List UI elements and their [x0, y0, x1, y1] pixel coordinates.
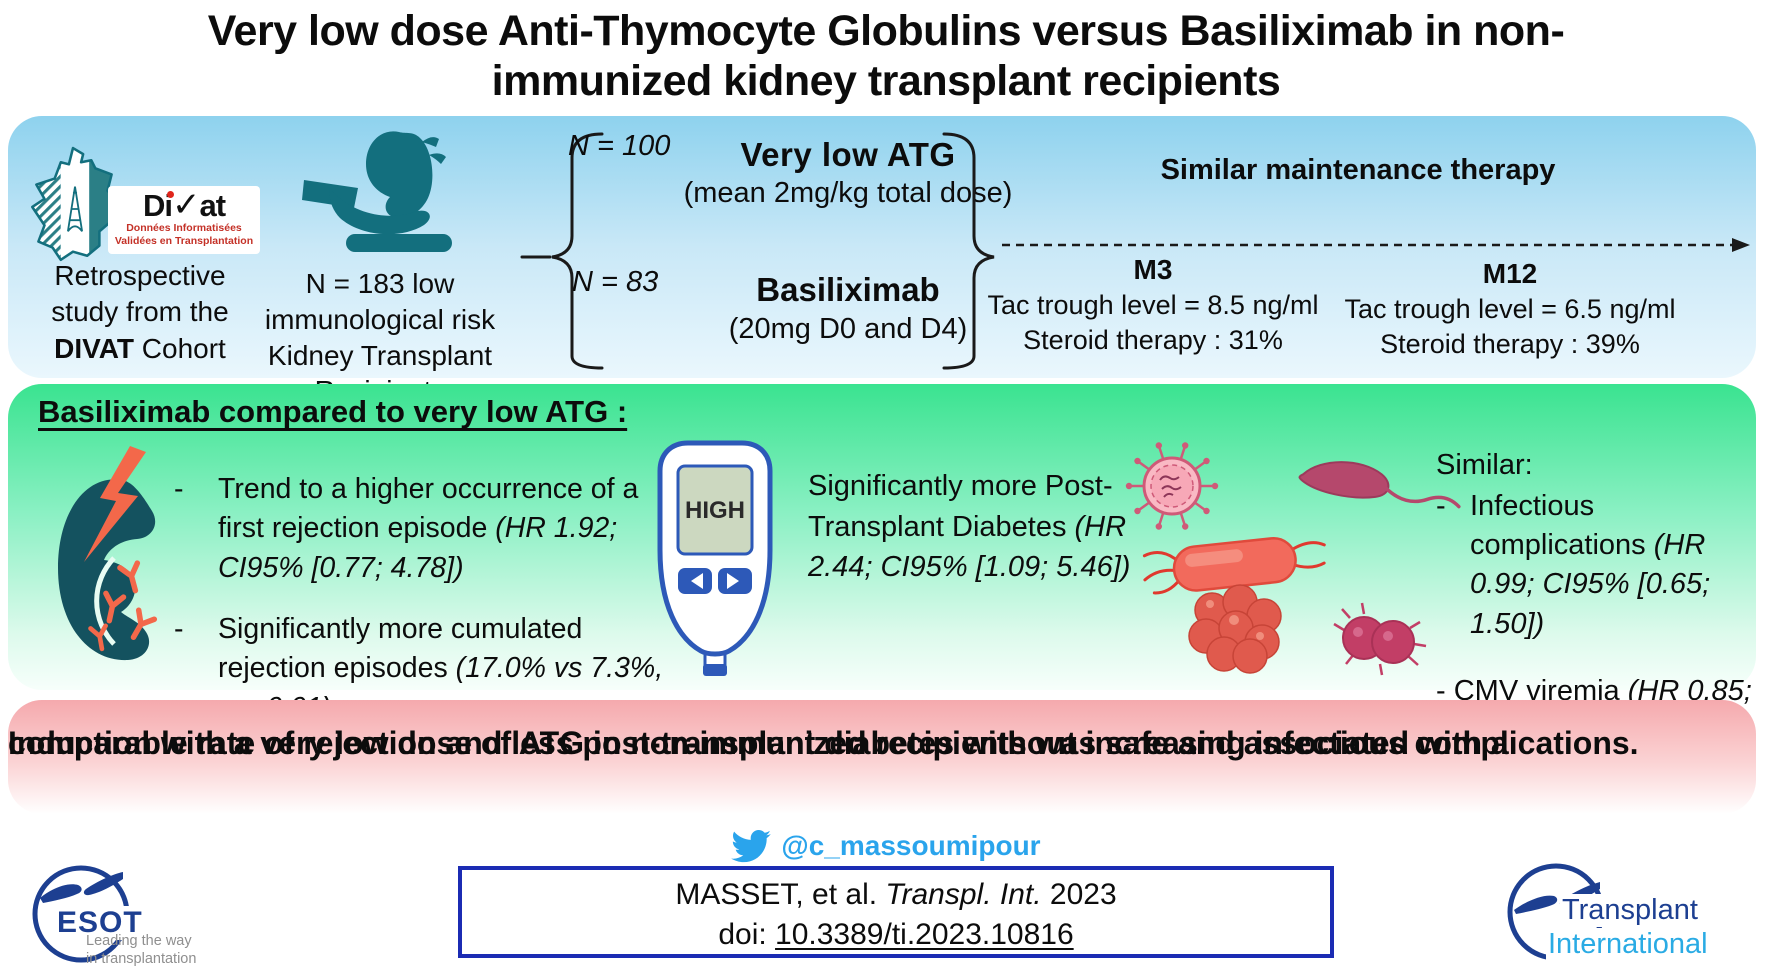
page-title: Very low dose Anti-Thymocyte Globulins v…	[0, 6, 1772, 107]
ti-wordmark-line-2: International	[1546, 928, 1710, 961]
title-line-1: Very low dose Anti-Thymocyte Globulins v…	[207, 7, 1565, 55]
divat-check-glyph: ✓	[171, 186, 200, 224]
infectious-item: - Infectious complications (HR 0.99; CI9…	[1436, 490, 1711, 640]
diplococci-icon	[1333, 602, 1427, 676]
m12-tac: Tac trough level = 6.5 ng/ml	[1344, 294, 1676, 325]
antibody-icons	[88, 560, 158, 652]
ti-wordmark-line-1: Transplant	[1560, 894, 1700, 927]
twitter-handle[interactable]: @c_massoumipour	[781, 830, 1041, 861]
divat-red-dot	[167, 191, 174, 198]
esot-logo: ESOT Leading the way in transplantation	[28, 852, 258, 969]
diabetes-finding: Significantly more Post-Transplant Diabe…	[808, 470, 1131, 584]
left-brace	[520, 132, 604, 370]
microbes-icon	[1125, 442, 1461, 676]
virus-icon	[1125, 442, 1219, 530]
timepoint-m12: M12 Tac trough level = 6.5 ng/ml Steroid…	[1300, 256, 1720, 363]
glucometer-icon: HIGH	[657, 440, 773, 676]
conclusion-line-1: Induction with a very low dose of ATG in…	[8, 725, 1509, 761]
curved-rod-bacterium-icon	[1298, 461, 1461, 509]
divat-cohort-bold: DIVAT	[54, 332, 134, 364]
doi-line: doi: 10.3389/ti.2023.10816	[718, 918, 1074, 951]
rejection-findings: - Trend to a higher occurrence of a firs…	[174, 470, 664, 728]
conclusion-panel: Induction with a very low dose of ATG in…	[8, 700, 1756, 814]
citation-line: MASSET, et al. Transpl. Int. 2023	[675, 878, 1117, 911]
timepoint-m3: M3 Tac trough level = 8.5 ng/ml Steroid …	[958, 252, 1348, 359]
m3-tac: Tac trough level = 8.5 ng/ml	[987, 290, 1319, 321]
results-heading: Basiliximab compared to very low ATG :	[38, 394, 628, 429]
study-source-text: Retrospective study from the DIVAT Cohor…	[51, 260, 229, 364]
m3-label: M3	[1133, 254, 1173, 285]
results-panel: Basiliximab compared to very low ATG : -…	[8, 384, 1756, 746]
arm2-name: Basiliximab	[756, 271, 940, 308]
maintenance-title: Similar maintenance therapy	[1160, 154, 1556, 186]
doi-link[interactable]: 10.3389/ti.2023.10816	[775, 918, 1074, 951]
divat-logo-name: Di✓at	[142, 186, 226, 224]
transplant-international-logo: Transplant International	[1498, 852, 1772, 969]
divat-logo-subtitle: Données Informatisées Validées en Transp…	[114, 222, 254, 247]
lightning-bolt-icon	[84, 446, 146, 562]
conclusion-line-2: comparable rate of rejection and less po…	[8, 725, 1639, 761]
rejection-item-2: - Significantly more cumulated rejection…	[174, 612, 664, 724]
kidney-in-hand-icon	[302, 131, 452, 252]
divat-logo: Di✓at Données Informatisées Validées en …	[108, 186, 260, 254]
m12-label: M12	[1482, 258, 1538, 289]
arm2-detail: (20mg D0 and D4)	[728, 313, 968, 345]
arm1-n: N = 100	[568, 130, 671, 162]
arm1-name: Very low ATG	[740, 136, 956, 173]
similar-heading: Similar:	[1436, 449, 1533, 481]
rejection-item-1: - Trend to a higher occurrence of a firs…	[174, 473, 639, 584]
glucometer-reading: HIGH	[685, 497, 745, 524]
esot-tagline: Leading the way in transplantation	[86, 933, 197, 968]
arm2-n: N = 83	[572, 266, 659, 298]
eiffel-tower-icon	[66, 186, 84, 232]
esot-wordmark: ESOT	[54, 906, 146, 940]
study-design-panel: Di✓at Données Informatisées Validées en …	[8, 116, 1756, 406]
cocci-cluster-icon	[1188, 584, 1282, 674]
twitter-icon	[731, 829, 772, 862]
twitter-row: @c_massoumipour	[0, 826, 1772, 866]
arrowhead	[1732, 238, 1750, 252]
citation-box: MASSET, et al. Transpl. Int. 2023 doi: 1…	[458, 866, 1334, 958]
title-line-2: immunized kidney transplant recipients	[491, 57, 1281, 106]
m12-steroid: Steroid therapy : 39%	[1380, 329, 1640, 360]
m3-steroid: Steroid therapy : 31%	[1023, 325, 1283, 356]
kidney-rejection-icon	[58, 446, 158, 661]
